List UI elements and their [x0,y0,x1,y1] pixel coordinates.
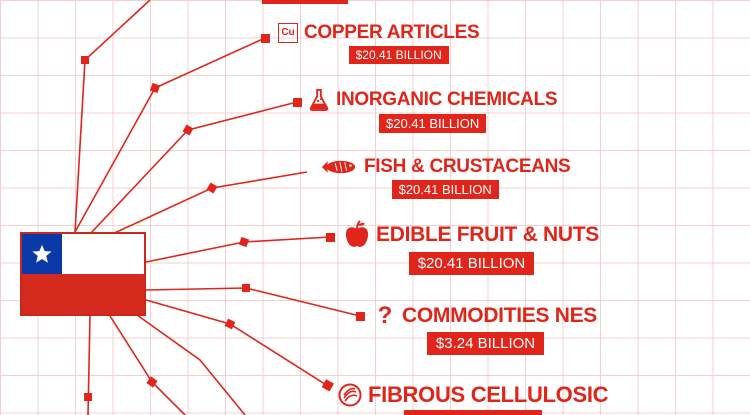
top-value-bar [262,0,348,4]
fish-icon [321,160,356,174]
item-fish-crustaceans: FISH & CRUSTACEANS $20.41 BILLION [320,156,571,199]
item-value: $3.24 BILLION [426,332,545,355]
connector-bottom-1 [109,315,186,415]
item-commodities-nes: ? COMMODITIES NES $3.24 BILLION [374,302,597,355]
item-label: COPPER ARTICLES [304,22,480,43]
connector-fish [107,171,308,237]
chile-flag [20,232,146,316]
item-label: INORGANIC CHEMICALS [336,89,558,110]
connector-fruit [145,236,331,263]
connector-chemicals [89,101,298,235]
question-mark-icon: ? [377,302,393,329]
connector-fibrous [145,299,329,387]
item-label: COMMODITIES NES [402,304,598,327]
item-fibrous-cellulosic: FIBROUS CELLULOSIC [338,382,609,415]
connector-copper [74,37,266,233]
copper-element-icon: Cu [278,23,298,43]
item-value [404,410,543,415]
apple-icon [345,220,369,247]
fiber-icon [338,383,362,407]
flask-icon [309,89,329,111]
item-value: $20.41 BILLION [379,114,487,133]
item-label: EDIBLE FRUIT & NUTS [376,223,599,246]
item-copper-articles: Cu COPPER ARTICLES $20.41 BILLION [278,22,480,64]
item-edible-fruit-nuts: EDIBLE FRUIT & NUTS $20.41 BILLION [344,220,599,275]
connector-commodities [145,287,361,317]
item-value: $20.41 BILLION [348,46,449,64]
item-value: $20.41 BILLION [391,180,499,199]
connector-bottom-2 [129,309,246,415]
star-icon [32,244,52,263]
item-label: FIBROUS CELLULOSIC [368,382,609,407]
item-value: $20.41 BILLION [408,252,535,275]
item-label: FISH & CRUSTACEANS [364,156,571,177]
item-inorganic-chemicals: INORGANIC CHEMICALS $20.41 BILLION [308,88,558,133]
